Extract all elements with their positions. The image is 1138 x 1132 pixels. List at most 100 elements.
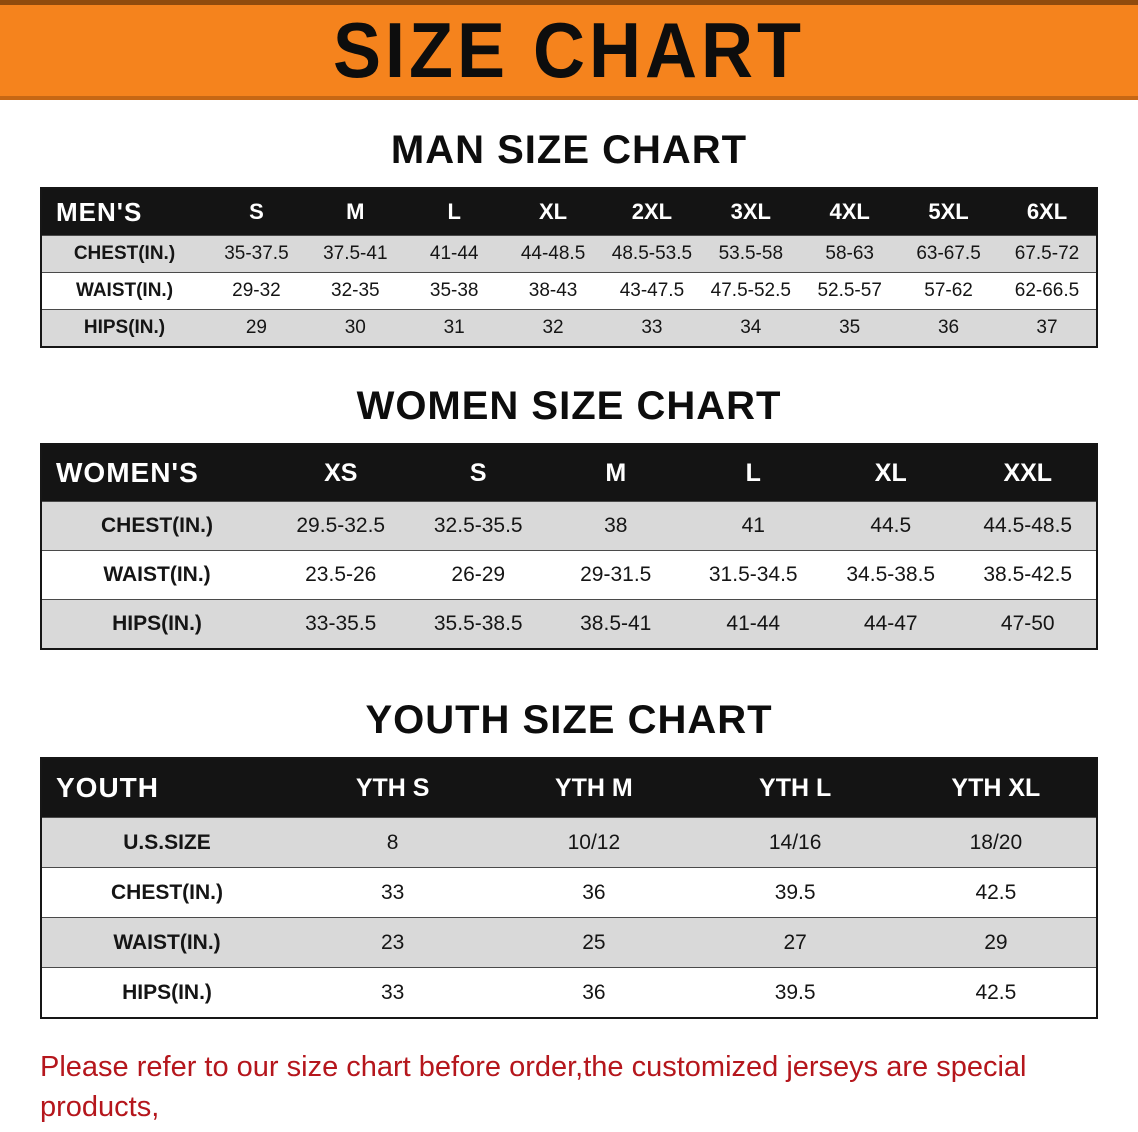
table-row: WAIST(IN.) 29-32 32-35 35-38 38-43 43-47.5 47.… <box>41 272 1097 310</box>
cell: 25 <box>493 917 695 968</box>
cell: 41 <box>684 501 822 551</box>
cell: 30 <box>305 309 405 347</box>
column-header: 4XL <box>800 188 900 236</box>
cell: 29 <box>207 309 306 347</box>
cell: 32-35 <box>305 272 405 310</box>
women-size-table: WOMEN'S XS S M L XL XXL CHEST(IN.) 29.5-32.5 32.5… <box>40 443 1098 650</box>
footer-note-line2: we don't accept cancel, change, teturn o… <box>40 1127 1102 1132</box>
cell: 43-47.5 <box>602 272 702 310</box>
corner-label: YOUTH <box>41 758 292 818</box>
row-label: U.S.SIZE <box>41 817 292 868</box>
table-row: WAIST(IN.) 23.5-26 26-29 29-31.5 31.5-34.5 34… <box>41 550 1097 600</box>
cell: 32.5-35.5 <box>409 501 547 551</box>
cell: 37 <box>998 309 1097 347</box>
cell: 44-48.5 <box>503 235 603 273</box>
table-row: HIPS(IN.) 33 36 39.5 42.5 <box>41 967 1097 1018</box>
cell: 27 <box>694 917 896 968</box>
column-header: XXL <box>959 444 1097 502</box>
cell: 14/16 <box>694 817 896 868</box>
youth-section-heading: YOUTH SIZE CHART <box>365 698 773 742</box>
column-header: YTH XL <box>895 758 1097 818</box>
cell: 33 <box>292 867 494 918</box>
column-header: L <box>404 188 504 236</box>
cell: 26-29 <box>409 550 547 600</box>
cell: 35-38 <box>404 272 504 310</box>
cell: 36 <box>493 867 695 918</box>
cell: 34 <box>701 309 801 347</box>
cell: 52.5-57 <box>800 272 900 310</box>
women-section-heading: WOMEN SIZE CHART <box>356 384 782 428</box>
cell: 44.5 <box>822 501 960 551</box>
row-label: CHEST(IN.) <box>41 501 272 551</box>
cell: 36 <box>899 309 998 347</box>
column-header: 2XL <box>602 188 702 236</box>
men-section: MAN SIZE CHART MEN'S S M L XL 2XL 3XL 4XL 5XL 6XL… <box>0 128 1138 348</box>
cell: 38-43 <box>503 272 603 310</box>
row-label: WAIST(IN.) <box>41 550 272 600</box>
cell: 35.5-38.5 <box>409 599 547 649</box>
cell: 41-44 <box>684 599 822 649</box>
cell: 47-50 <box>959 599 1097 649</box>
column-header: YTH M <box>493 758 695 818</box>
table-row: CHEST(IN.) 35-37.5 37.5-41 41-44 44-48.5 48.5… <box>41 235 1097 273</box>
corner-label: MEN'S <box>41 188 207 236</box>
row-label: CHEST(IN.) <box>41 235 207 273</box>
column-header: YTH S <box>292 758 494 818</box>
cell: 23 <box>292 917 494 968</box>
cell: 10/12 <box>493 817 695 868</box>
cell: 32 <box>503 309 603 347</box>
column-header: S <box>207 188 306 236</box>
cell: 44-47 <box>822 599 960 649</box>
men-size-table: MEN'S S M L XL 2XL 3XL 4XL 5XL 6XL CHEST(IN.) 35-37… <box>40 187 1098 348</box>
cell: 38 <box>547 501 685 551</box>
footer-note-line1: Please refer to our size chart before or… <box>40 1051 1027 1124</box>
table-row: HIPS(IN.) 29 30 31 32 33 34 35 36 37 <box>41 309 1097 347</box>
youth-size-table: YOUTH YTH S YTH M YTH L YTH XL U.S.SIZE 8 10/12… <box>40 757 1098 1019</box>
cell: 47.5-52.5 <box>701 272 801 310</box>
column-header: XL <box>503 188 603 236</box>
cell: 31 <box>404 309 504 347</box>
size-chart-banner: SIZE CHART <box>0 0 1138 100</box>
cell: 58-63 <box>800 235 900 273</box>
column-header: L <box>684 444 822 502</box>
table-row: U.S.SIZE 8 10/12 14/16 18/20 <box>41 817 1097 868</box>
column-header: 3XL <box>701 188 801 236</box>
cell: 29-32 <box>207 272 306 310</box>
cell: 39.5 <box>694 967 896 1018</box>
cell: 29-31.5 <box>547 550 685 600</box>
cell: 38.5-42.5 <box>959 550 1097 600</box>
size-table-grid: WOMEN'S XS S M L XL XXL CHEST(IN.) 29.5-32.5 32.5… <box>40 443 1098 650</box>
header-row: WOMEN'S XS S M L XL XXL <box>41 444 1097 502</box>
cell: 18/20 <box>895 817 1097 868</box>
cell: 34.5-38.5 <box>822 550 960 600</box>
column-header: M <box>305 188 405 236</box>
column-header: YTH L <box>694 758 896 818</box>
cell: 38.5-41 <box>547 599 685 649</box>
cell: 29 <box>895 917 1097 968</box>
cell: 57-62 <box>899 272 998 310</box>
column-header: 5XL <box>899 188 998 236</box>
header-row: MEN'S S M L XL 2XL 3XL 4XL 5XL 6XL <box>41 188 1097 236</box>
cell: 37.5-41 <box>305 235 405 273</box>
column-header: M <box>547 444 685 502</box>
column-header: 6XL <box>998 188 1097 236</box>
row-label: HIPS(IN.) <box>41 599 272 649</box>
cell: 23.5-26 <box>272 550 410 600</box>
youth-section: YOUTH SIZE CHART YOUTH YTH S YTH M YTH L YTH… <box>0 698 1138 1019</box>
row-label: WAIST(IN.) <box>41 917 292 968</box>
cell: 29.5-32.5 <box>272 501 410 551</box>
header-row: YOUTH YTH S YTH M YTH L YTH XL <box>41 758 1097 818</box>
row-label: HIPS(IN.) <box>41 309 207 347</box>
cell: 41-44 <box>404 235 504 273</box>
cell: 33-35.5 <box>272 599 410 649</box>
cell: 33 <box>602 309 702 347</box>
cell: 67.5-72 <box>998 235 1097 273</box>
table-row: CHEST(IN.) 29.5-32.5 32.5-35.5 38 41 44.5 44.5… <box>41 501 1097 551</box>
footer-note: Please refer to our size chart before or… <box>40 1047 1102 1132</box>
cell: 44.5-48.5 <box>959 501 1097 551</box>
row-label: CHEST(IN.) <box>41 867 292 918</box>
column-header: S <box>409 444 547 502</box>
cell: 53.5-58 <box>701 235 801 273</box>
cell: 63-67.5 <box>899 235 998 273</box>
